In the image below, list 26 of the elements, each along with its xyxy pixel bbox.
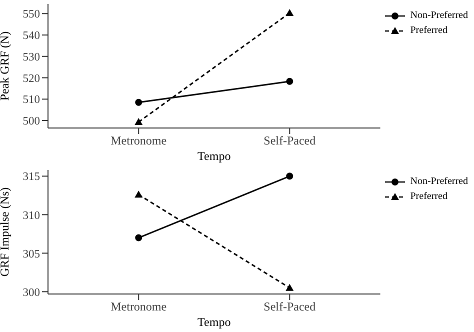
y-tick-label: 540 [22,30,40,42]
y-tick-label: 305 [22,248,40,260]
point [286,172,294,180]
x-tick-label: Metronome [110,134,167,148]
point [135,234,142,242]
y-tick-label: 530 [22,51,40,64]
y-tick-label: 315 [22,171,40,184]
x-axis-title: Tempo [198,149,231,163]
x-tick-label: Self-Paced [264,134,316,148]
point [135,98,142,106]
legend-label: Non-Preferred [410,10,468,21]
y-tick-label: 300 [22,286,40,299]
y-axis-title: GRF Impulse (Ns) [0,187,12,277]
x-tick-label: Metronome [110,300,167,314]
y-tick-label: 310 [22,210,40,222]
y-tick-label: 520 [22,72,40,85]
legend-label: Preferred [410,25,448,36]
point [286,78,294,85]
y-tick-label: 500 [22,116,40,128]
legend-label: Non-Preferred [410,176,468,187]
y-tick-label: 510 [22,94,40,106]
y-tick-label: 550 [22,8,40,21]
x-tick-label: Self-Paced [264,300,316,314]
legend-label: Preferred [410,191,448,202]
x-axis-title: Tempo [198,315,231,329]
y-axis-title: Peak GRF (N) [0,31,12,101]
